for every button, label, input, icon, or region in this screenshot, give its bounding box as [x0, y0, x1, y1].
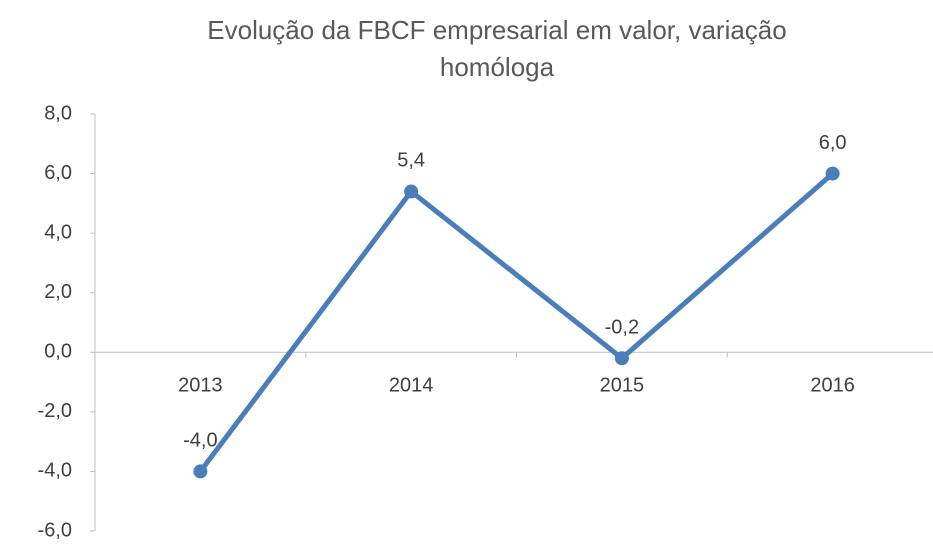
y-tick-label: -4,0 [38, 460, 72, 482]
data-label: 6,0 [819, 132, 847, 154]
x-tick-label: 2015 [600, 375, 645, 397]
y-tick-label: 8,0 [44, 102, 72, 124]
chart-title: Evolução da FBCF empresarial em valor, v… [207, 15, 787, 82]
y-tick-label: 6,0 [44, 162, 72, 184]
y-tick-label: 0,0 [44, 341, 72, 363]
x-tick-label: 2013 [178, 375, 223, 397]
y-tick-label: -6,0 [38, 519, 72, 541]
x-tick-label: 2016 [810, 375, 855, 397]
data-label: -0,2 [605, 317, 639, 339]
line [198, 171, 835, 473]
data-label: -4,0 [183, 430, 217, 452]
data-label: 5,4 [397, 150, 425, 172]
marker [193, 464, 208, 479]
y-tick-label: -2,0 [38, 400, 72, 422]
x-tick-label: 2014 [389, 375, 434, 397]
marker [404, 184, 419, 199]
marker [614, 351, 629, 366]
y-tick-label: 2,0 [44, 281, 72, 303]
marker [825, 166, 840, 181]
y-tick-label: 4,0 [44, 221, 72, 243]
